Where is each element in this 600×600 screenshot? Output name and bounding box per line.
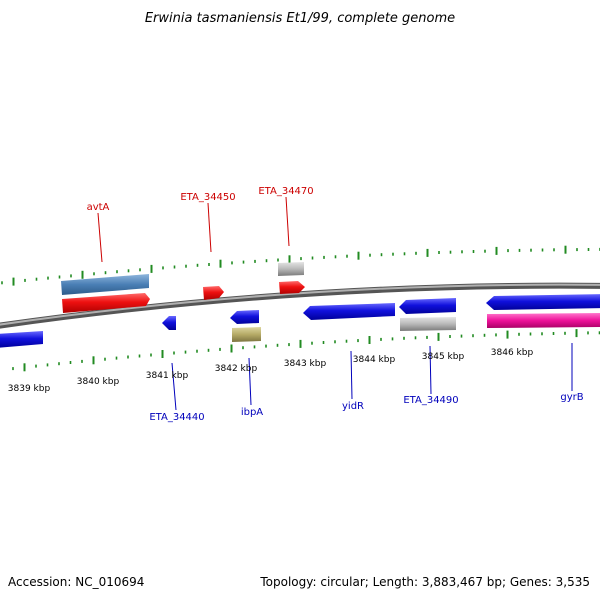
ETA_34490-cds[interactable] [399,298,456,314]
kbp-label: 3845 kbp [422,352,465,362]
label-ETA_34470[interactable]: ETA_34470 [258,186,313,197]
genome-summary-text: Topology: circular; Length: 3,883,467 bp… [259,575,590,589]
kbp-label: 3844 kbp [353,355,396,365]
yidR-cds[interactable] [303,303,395,320]
ETA_34470-gene[interactable] [278,262,304,276]
label-ETA_34450[interactable]: ETA_34450 [180,192,235,203]
avtA-leader [98,213,102,262]
gyrB-gene[interactable] [487,313,600,328]
label-yidR[interactable]: yidR [342,401,364,412]
kbp-label: 3843 kbp [284,359,327,369]
kbp-label: 3842 kbp [215,364,258,374]
label-gyrB[interactable]: gyrB [560,392,583,403]
ibpA-cds[interactable] [230,310,259,324]
label-ETA_34440[interactable]: ETA_34440 [149,412,204,423]
accession-text: Accession: NC_010694 [8,575,144,589]
avtA-gene[interactable] [61,274,149,295]
left-edge-cds[interactable] [0,331,43,348]
label-avtA[interactable]: avtA [87,202,110,213]
ETA_34450-leader [208,203,211,252]
label-ETA_34490[interactable]: ETA_34490 [403,395,458,406]
kbp-label: 3846 kbp [491,348,534,358]
ibpA-gene[interactable] [232,327,261,342]
ETA_34440-cds[interactable] [162,316,176,330]
kbp-label: 3839 kbp [8,384,51,394]
gyrB-cds[interactable] [486,294,600,310]
kbp-label: 3841 kbp [146,371,189,381]
kbp-label: 3840 kbp [77,377,120,387]
ETA_34490-gene[interactable] [400,317,456,331]
label-ibpA[interactable]: ibpA [241,407,263,418]
ETA_34470-leader [286,197,289,246]
map-title: Erwinia tasmaniensis Et1/99, complete ge… [145,11,455,26]
